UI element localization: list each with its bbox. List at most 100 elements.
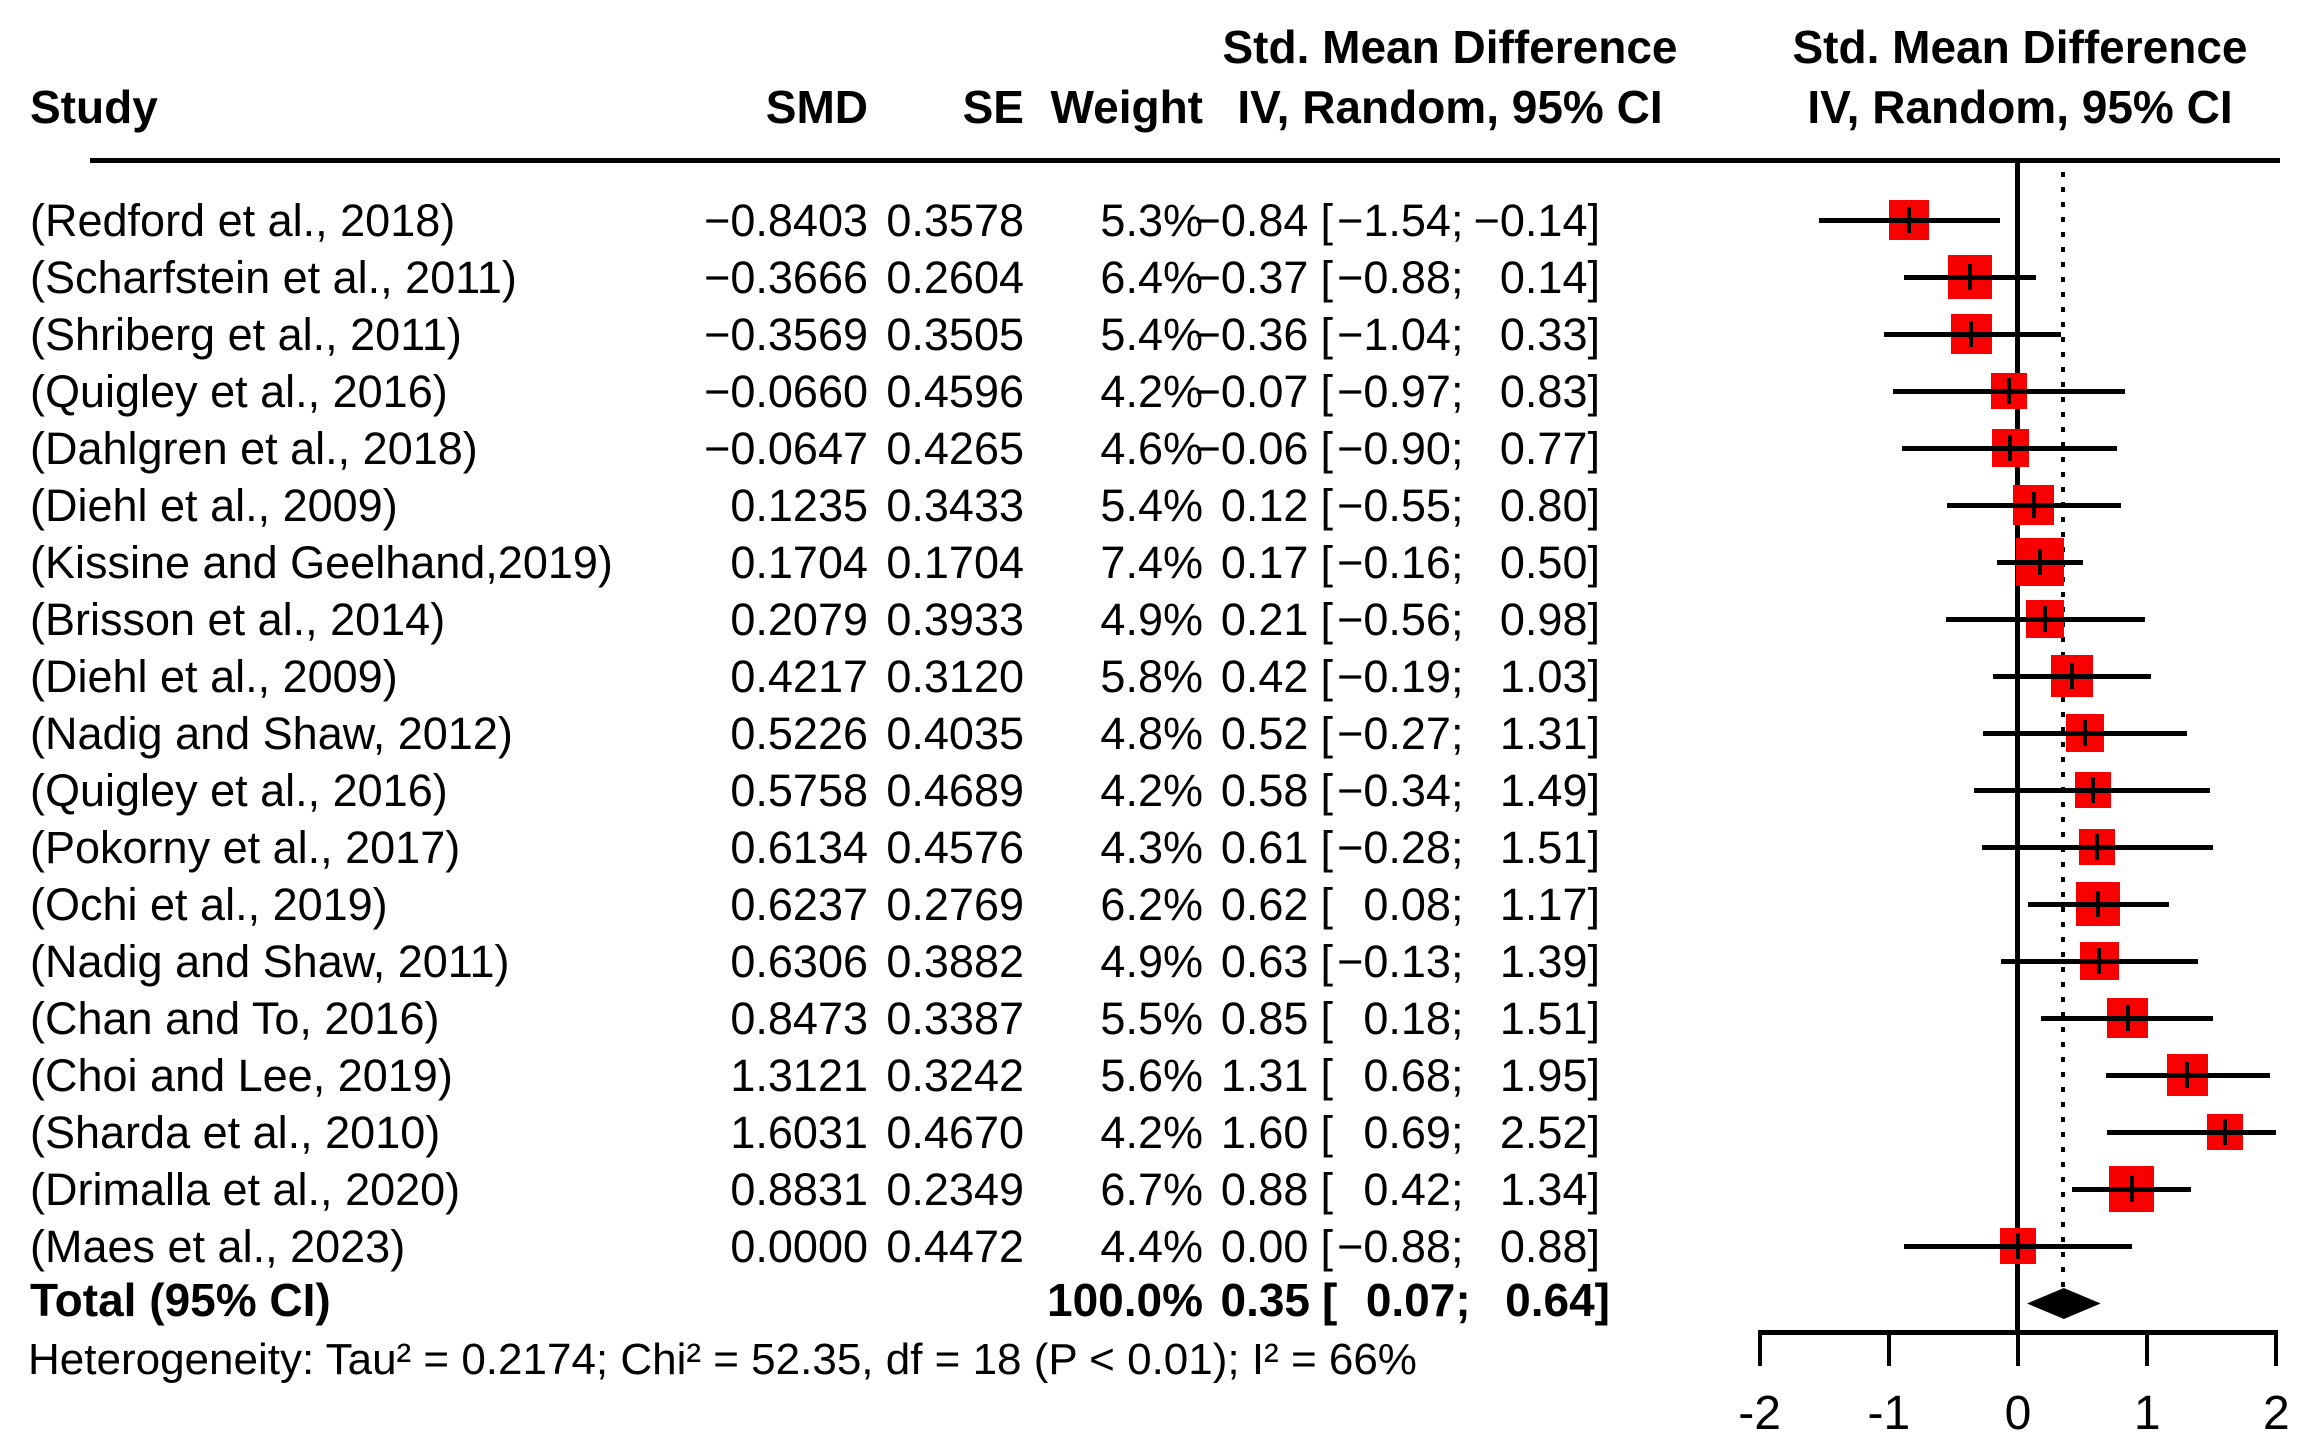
ci-open-bracket: [ — [1320, 821, 1333, 873]
study-label: (Dahlgren et al., 2018) — [30, 422, 478, 474]
ci-open-bracket: [ — [1320, 1106, 1333, 1158]
ci-open-bracket: [ — [1320, 764, 1333, 816]
ci-close-bracket: ] — [1587, 251, 1600, 303]
ci-close-bracket: ] — [1587, 821, 1600, 873]
ci-upper: 1.51 — [1499, 821, 1588, 873]
effect-point-tick — [2097, 948, 2102, 974]
ci-estimate: 0.21 — [1220, 593, 1309, 645]
effect-plot-column-header-line2: IV, Random, 95% CI — [1807, 81, 2233, 133]
ci-separator: ; — [1450, 365, 1464, 417]
weight-value: 5.4% — [1100, 479, 1203, 531]
ci-separator: ; — [1450, 251, 1464, 303]
ci-upper: 1.03 — [1499, 650, 1588, 702]
ci-upper: 0.33 — [1499, 308, 1588, 360]
study-label: (Kissine and Geelhand,2019) — [30, 536, 613, 588]
ci-line — [2107, 1129, 2277, 1135]
effect-text-column-header-line2: IV, Random, 95% CI — [1237, 81, 1663, 133]
study-row: (Quigley et al., 2016) −0.0660 0.4596 4.2% −… — [0, 363, 2302, 420]
smd-value: 0.1704 — [730, 536, 868, 588]
study-row: (Quigley et al., 2016) 0.5758 0.4689 4.2% 0.… — [0, 762, 2302, 819]
study-row: (Drimalla et al., 2020) 0.8831 0.2349 6.7% 0… — [0, 1161, 2302, 1218]
ci-close-bracket: ] — [1587, 1049, 1600, 1101]
smd-value: −0.3569 — [704, 308, 868, 360]
ci-upper: 0.50 — [1499, 536, 1588, 588]
study-label: (Diehl et al., 2009) — [30, 650, 398, 702]
smd-value: 1.3121 — [730, 1049, 868, 1101]
ci-text: −0.07 [−0.97; 0.83] — [1180, 363, 1600, 420]
header-separator-line — [90, 158, 2280, 163]
smd-value: 0.1235 — [730, 479, 868, 531]
ci-open-bracket: [ — [1320, 707, 1333, 759]
ci-estimate: 0.85 — [1220, 992, 1309, 1044]
ci-text: 0.52 [−0.27; 1.31] — [1180, 705, 1600, 762]
total-weight-value: 100.0% — [1046, 1274, 1203, 1326]
ci-estimate: 0.58 — [1220, 764, 1309, 816]
effect-point-tick — [2070, 663, 2075, 689]
x-axis-tick — [2145, 1332, 2150, 1366]
smd-value: 0.2079 — [730, 593, 868, 645]
ci-separator: ; — [1450, 479, 1464, 531]
ci-separator: ; — [1450, 536, 1464, 588]
ci-separator: ; — [1450, 878, 1464, 930]
se-value: 0.4265 — [886, 422, 1024, 474]
ci-separator: ; — [1450, 935, 1464, 987]
ci-upper: 0.80 — [1499, 479, 1588, 531]
study-label: (Quigley et al., 2016) — [30, 764, 448, 816]
ci-open-bracket: [ — [1320, 1163, 1333, 1215]
ci-lower: −0.13 — [1337, 935, 1451, 987]
ci-estimate: −0.37 — [1194, 251, 1309, 303]
ci-lower: −0.28 — [1337, 821, 1451, 873]
ci-upper: 0.88 — [1499, 1220, 1588, 1272]
ci-close-bracket: ] — [1587, 194, 1600, 246]
ci-open-bracket: [ — [1320, 194, 1333, 246]
ci-open-bracket: [ — [1320, 365, 1333, 417]
ci-lower: −0.34 — [1337, 764, 1451, 816]
ci-estimate: 1.60 — [1220, 1106, 1309, 1158]
weight-value: 4.9% — [1100, 593, 1203, 645]
ci-separator: ; — [1450, 650, 1464, 702]
se-value: 0.1704 — [886, 536, 1024, 588]
ci-upper: 1.17 — [1499, 878, 1588, 930]
x-axis-tick-label: 0 — [2004, 1387, 2032, 1440]
smd-column-header: SMD — [765, 81, 868, 133]
study-row: (Sharda et al., 2010) 1.6031 0.4670 4.2% 1.6… — [0, 1104, 2302, 1161]
se-column-header: SE — [962, 81, 1024, 133]
ci-lower: −0.88 — [1337, 251, 1451, 303]
ci-lower: −0.16 — [1337, 536, 1451, 588]
x-axis-tick-label: 1 — [2133, 1387, 2161, 1440]
ci-text: 0.61 [−0.28; 1.51] — [1180, 819, 1600, 876]
ci-estimate: −0.36 — [1194, 308, 1309, 360]
ci-estimate: 0.63 — [1220, 935, 1309, 987]
ci-close-bracket: ] — [1587, 422, 1600, 474]
ci-text: 0.00 [−0.88; 0.88] — [1180, 1218, 1600, 1275]
ci-upper: 0.77 — [1499, 422, 1588, 474]
effect-point-tick — [2043, 606, 2048, 632]
ci-upper: 0.83 — [1499, 365, 1588, 417]
x-axis-tick — [2016, 1332, 2020, 1366]
ci-text: −0.84 [−1.54; −0.14] — [1180, 192, 1600, 249]
ci-close-bracket: ] — [1587, 593, 1600, 645]
ci-lower: −1.04 — [1337, 308, 1451, 360]
ci-estimate: 0.42 — [1220, 650, 1309, 702]
ci-open-bracket: [ — [1322, 1274, 1338, 1326]
ci-open-bracket: [ — [1320, 593, 1333, 645]
ci-upper: −0.14 — [1473, 194, 1588, 246]
ci-lower: −0.19 — [1337, 650, 1451, 702]
ci-text: 0.63 [−0.13; 1.39] — [1180, 933, 1600, 990]
ci-close-bracket: ] — [1587, 365, 1600, 417]
x-axis-tick — [2274, 1332, 2279, 1366]
ci-estimate: −0.07 — [1194, 365, 1309, 417]
ci-text: 0.42 [−0.19; 1.03] — [1180, 648, 1600, 705]
study-row: (Dahlgren et al., 2018) −0.0647 0.4265 4.6%… — [0, 420, 2302, 477]
study-label: (Brisson et al., 2014) — [30, 593, 446, 645]
ci-lower: 0.08 — [1363, 878, 1451, 930]
weight-value: 4.4% — [1100, 1220, 1203, 1272]
effect-point-tick — [2016, 1233, 2020, 1259]
smd-value: −0.0660 — [704, 365, 868, 417]
study-label: (Pokorny et al., 2017) — [30, 821, 461, 873]
ci-estimate: 0.88 — [1220, 1163, 1309, 1215]
ci-separator: ; — [1450, 764, 1464, 816]
se-value: 0.4576 — [886, 821, 1024, 873]
se-value: 0.2769 — [886, 878, 1024, 930]
